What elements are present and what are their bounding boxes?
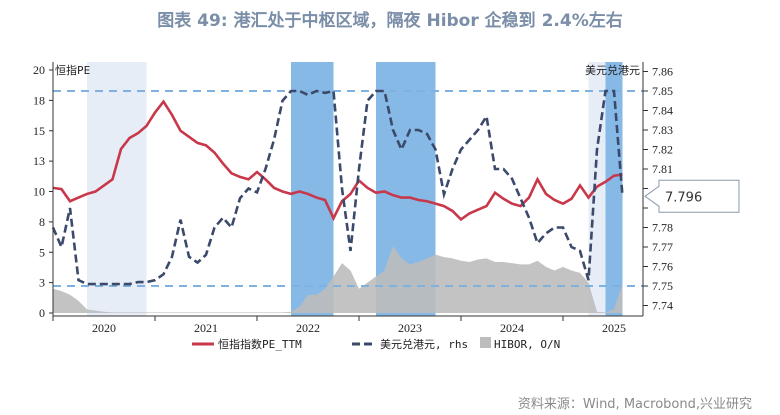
legend-hibor-label: HIBOR, O/N bbox=[494, 338, 560, 351]
right-tick-label: 7.82 bbox=[652, 143, 673, 157]
pe-line bbox=[52, 99, 623, 222]
x-tick-label: 2023 bbox=[398, 321, 422, 335]
left-tick-label: 15 bbox=[33, 124, 45, 138]
right-tick-label: 7.85 bbox=[652, 84, 673, 98]
left-tick-label: 0 bbox=[39, 306, 45, 320]
left-tick-label: 20 bbox=[33, 63, 45, 77]
shaded-period bbox=[588, 62, 606, 316]
usdhkd-line bbox=[51, 89, 624, 286]
right-tick-label: 7.81 bbox=[652, 162, 673, 176]
x-tick-label: 2021 bbox=[194, 321, 218, 335]
shaded-period bbox=[87, 62, 147, 316]
chart-title: 图表 49: 港汇处于中枢区域，隔夜 Hibor 企稳到 2.4%左右 bbox=[157, 11, 623, 31]
x-tick-label: 2025 bbox=[602, 321, 626, 335]
left-tick-label: 13 bbox=[33, 154, 45, 168]
left-tick-label: 10 bbox=[33, 185, 45, 199]
shaded-period bbox=[605, 62, 623, 316]
left-tick-label: 18 bbox=[33, 93, 45, 107]
legend-usdhkd-label: 美元兑港元, rhs bbox=[380, 337, 468, 351]
x-tick-label: 2024 bbox=[500, 321, 524, 335]
x-tick-label: 2022 bbox=[296, 321, 320, 335]
x-tick-label: 2020 bbox=[92, 321, 116, 335]
right-tick-label: 7.76 bbox=[652, 260, 673, 274]
callout-box bbox=[644, 179, 740, 213]
source-note: 资料来源：Wind, Macrobond,兴业研究 bbox=[517, 397, 752, 412]
left-tick-label: 5 bbox=[39, 245, 45, 259]
right-tick-label: 7.83 bbox=[652, 123, 673, 137]
legend-pe-label: 恒指指数PE_TTM bbox=[218, 337, 302, 351]
left-tick-label: 8 bbox=[39, 215, 45, 229]
right-tick-label: 7.74 bbox=[652, 299, 673, 313]
right-tick-label: 7.78 bbox=[652, 221, 673, 235]
legend-hibor-swatch bbox=[480, 337, 491, 348]
callout-value: 7.796 bbox=[665, 190, 702, 205]
hibor-area bbox=[53, 246, 623, 313]
right-tick-label: 7.75 bbox=[652, 279, 673, 293]
right-tick-label: 7.84 bbox=[652, 104, 673, 118]
left-axis-label: 恒指PE bbox=[55, 63, 90, 77]
left-tick-label: 3 bbox=[39, 276, 45, 290]
right-tick-label: 7.86 bbox=[652, 65, 673, 79]
right-axis-label: 美元兑港元 bbox=[585, 63, 640, 77]
shaded-period bbox=[291, 62, 334, 316]
right-tick-label: 7.77 bbox=[652, 240, 673, 254]
